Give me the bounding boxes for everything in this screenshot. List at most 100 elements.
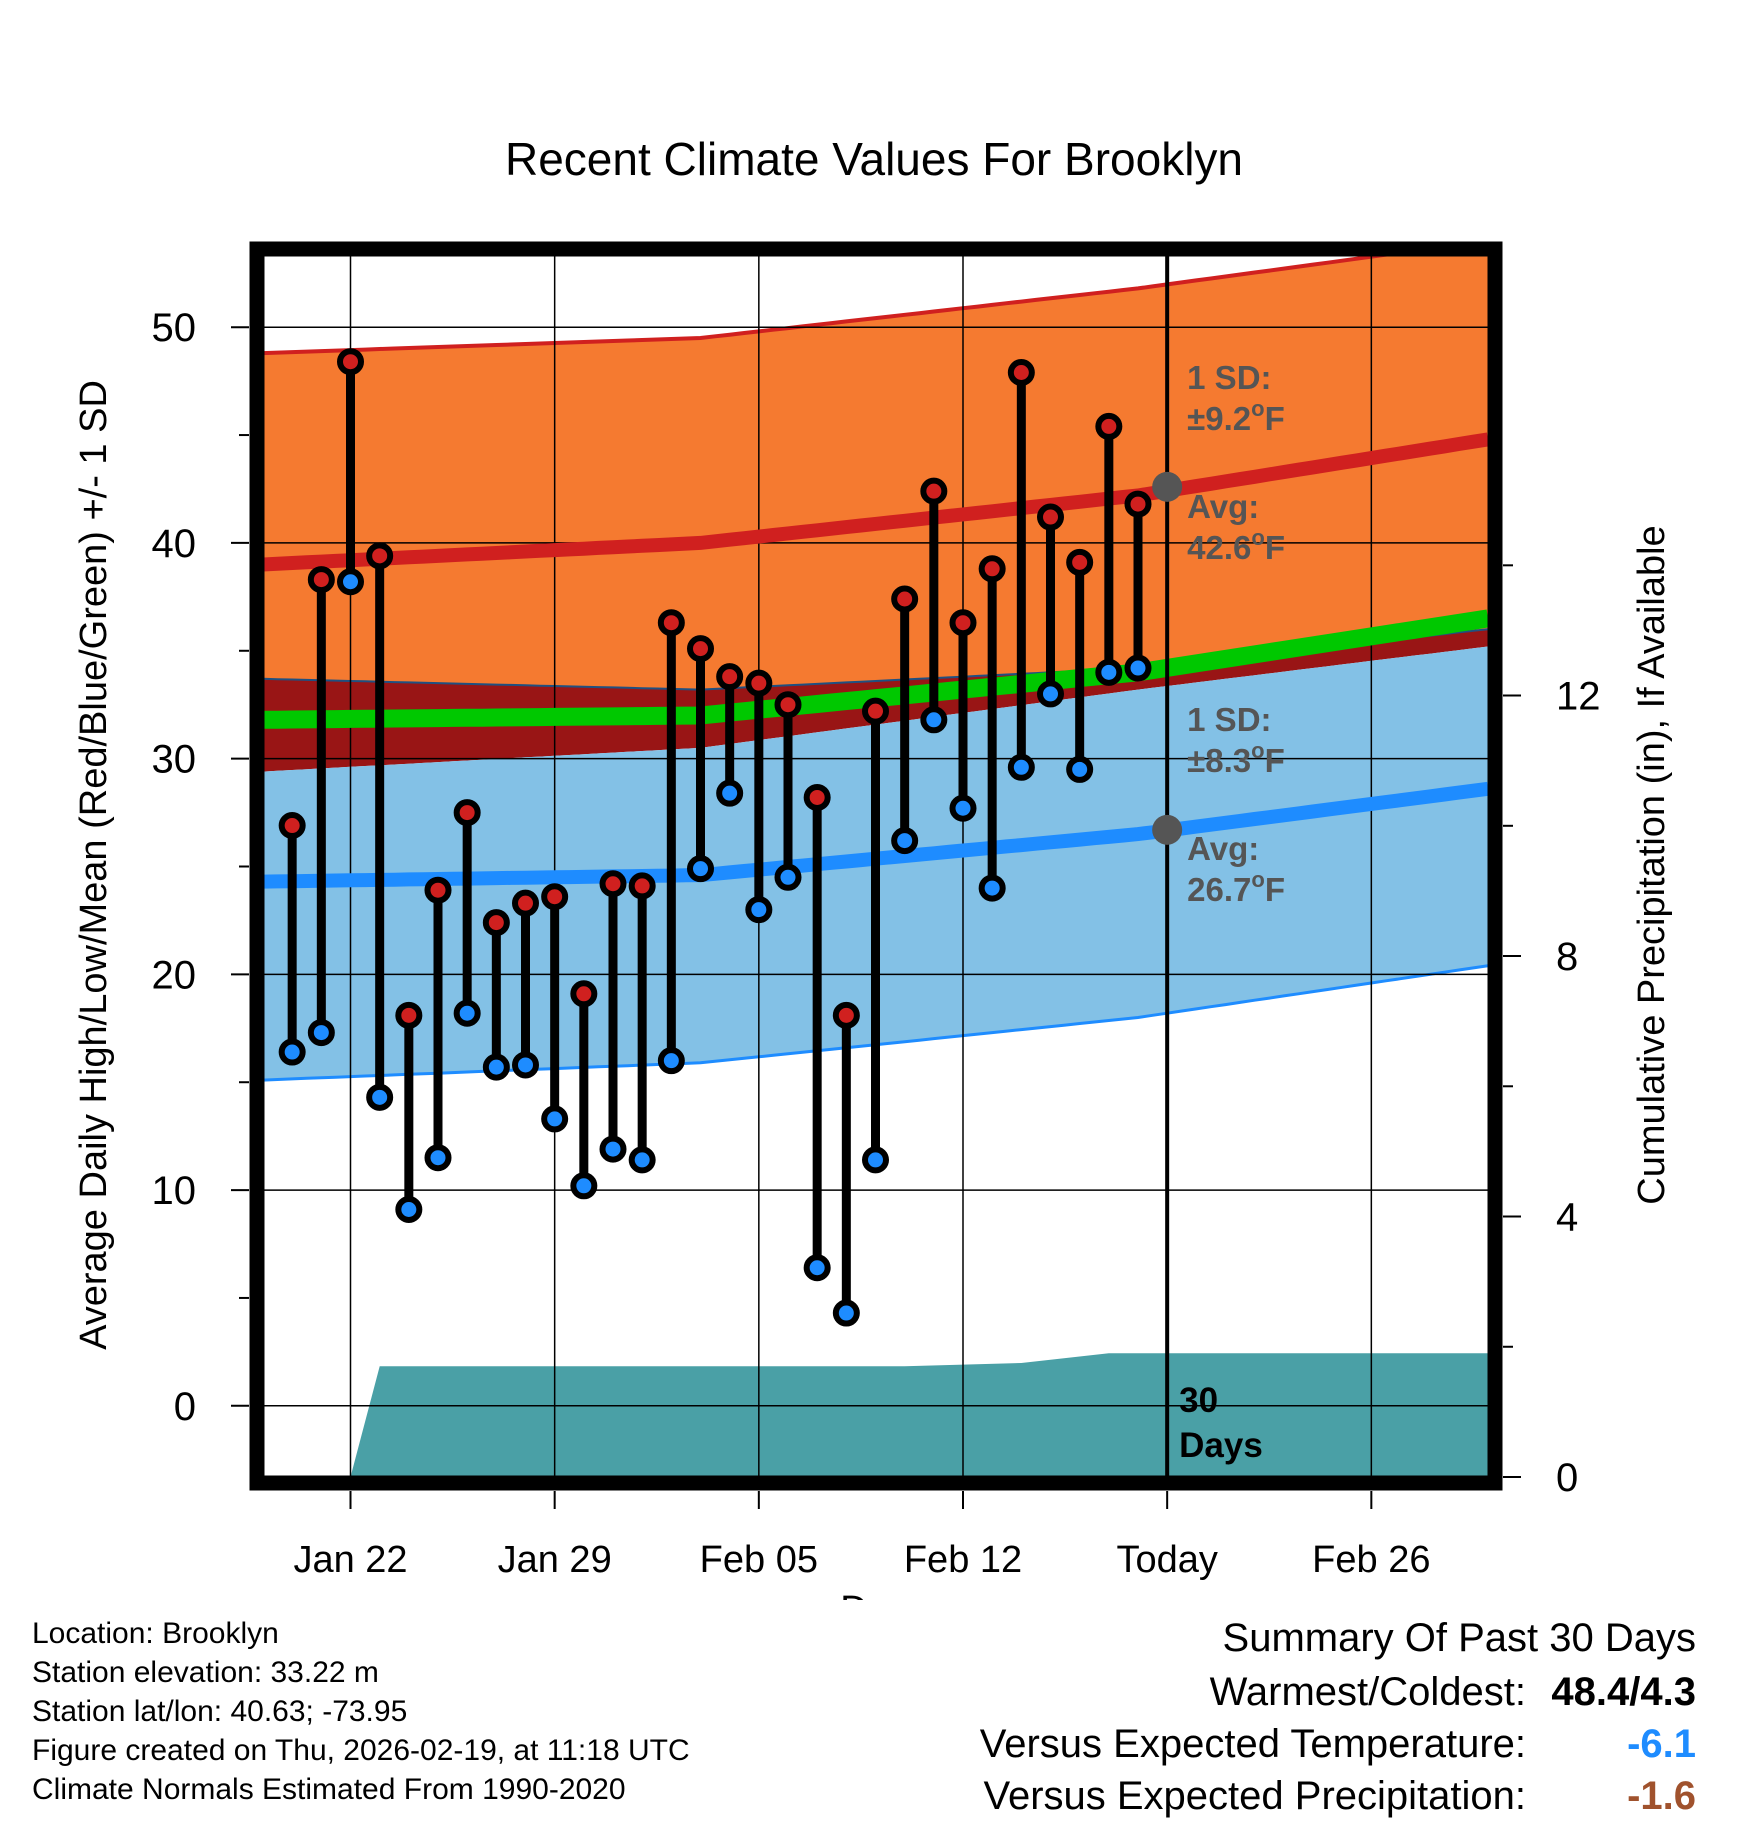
plot-frame	[249, 241, 1503, 1491]
daily-high-marker	[424, 876, 452, 904]
y2-tick-label: 0	[1556, 1456, 1578, 1500]
daily-low-marker	[687, 855, 714, 883]
high-sd-label: 1 SD:	[1187, 359, 1271, 396]
x-tick-label: Feb 05	[700, 1539, 818, 1581]
warm-cold-value: 48.4/4.3	[1551, 1670, 1696, 1714]
daily-high-marker	[541, 883, 569, 911]
daily-low-marker	[1066, 755, 1094, 783]
daily-low-marker	[891, 827, 919, 855]
daily-high-marker	[803, 783, 831, 811]
daily-low-marker	[1037, 680, 1064, 708]
daily-low-marker	[599, 1135, 627, 1163]
summary-title: Summary Of Past 30 Days	[1222, 1616, 1696, 1660]
y2-tick-label: 8	[1556, 935, 1578, 979]
daily-low-marker	[1124, 654, 1152, 682]
y-tick-label: 10	[152, 1169, 197, 1213]
high-sd-value: ±9.2oF	[1187, 396, 1285, 437]
chart-title: Recent Climate Values For Brooklyn	[505, 133, 1243, 185]
y-axis-label: Average Daily High/Low/Mean (Red/Blue/Gr…	[73, 380, 115, 1350]
daily-high-marker	[1095, 412, 1123, 440]
daily-high-marker	[395, 1001, 423, 1029]
daily-high-marker	[978, 555, 1006, 583]
precip-label: Versus Expected Precipitation:	[983, 1774, 1526, 1818]
daily-high-marker	[1124, 490, 1152, 518]
y2-tick-label: 12	[1556, 675, 1601, 719]
y-axis-left: 0 10 20 30 40 50	[152, 306, 249, 1429]
daily-high-marker	[745, 669, 773, 697]
climate-normals-note: Climate Normals Estimated From 1990-2020	[32, 1773, 626, 1806]
daily-low-marker	[337, 568, 364, 596]
daily-high-marker	[628, 872, 656, 900]
y-axis-right: 0 4 8 12	[1503, 564, 1601, 1500]
daily-high-marker	[862, 697, 889, 725]
daily-low-marker	[949, 794, 977, 822]
x-axis: Jan 22 Jan 29 Feb 05 Feb 12 Today Feb 26	[293, 1491, 1430, 1581]
y-tick-label: 50	[152, 306, 197, 350]
daily-low-marker	[278, 1038, 306, 1066]
daily-low-marker	[862, 1146, 889, 1174]
temp-value: -6.1	[1627, 1722, 1696, 1766]
daily-low-marker	[1095, 658, 1123, 686]
daily-low-marker	[366, 1083, 394, 1111]
low-sd-value: ±8.3oF	[1187, 738, 1285, 779]
daily-markers	[278, 348, 1152, 1327]
daily-low-marker	[832, 1299, 860, 1327]
y-tick-label: 0	[174, 1385, 196, 1429]
daily-high-marker	[1007, 358, 1035, 386]
figure-created: Figure created on Thu, 2026-02-19, at 11…	[32, 1734, 690, 1767]
daily-high-marker	[366, 542, 394, 570]
x-tick-label: Feb 26	[1312, 1539, 1430, 1581]
daily-low-marker	[745, 896, 773, 924]
daily-low-marker	[424, 1144, 452, 1172]
low-sd-label: 1 SD:	[1187, 701, 1271, 738]
precipitation-area	[350, 1353, 1488, 1477]
climate-chart: Recent Climate Values For Brooklyn 1 SD:…	[73, 133, 1673, 1600]
y2-axis-label: Cumulative Precipitation (in), If Availa…	[1631, 525, 1673, 1204]
daily-range-stems	[287, 361, 1143, 1314]
summary-warm-cold: Warmest/Coldest: 48.4/4.3	[1210, 1670, 1696, 1715]
period-label-days: Days	[1179, 1426, 1263, 1465]
daily-low-marker	[541, 1105, 569, 1133]
daily-high-marker	[1066, 548, 1094, 576]
precip-value: -1.6	[1627, 1774, 1696, 1818]
high-plus-sd-line	[263, 256, 1392, 356]
high-avg-label: Avg:	[1187, 488, 1259, 525]
daily-high-marker	[832, 1001, 860, 1029]
y-tick-label: 30	[152, 738, 197, 782]
daily-low-marker	[512, 1051, 539, 1079]
daily-low-marker	[657, 1047, 685, 1075]
daily-low-marker	[628, 1146, 656, 1174]
x-tick-label: Today	[1116, 1539, 1217, 1581]
daily-high-marker	[716, 663, 744, 691]
y-tick-label: 40	[152, 522, 197, 566]
daily-low-marker	[978, 874, 1006, 902]
daily-low-marker	[716, 779, 744, 807]
daily-high-marker	[307, 566, 335, 594]
precip-area	[350, 1353, 1488, 1477]
high-avg-value: 42.6oF	[1187, 525, 1285, 566]
daily-high-marker	[949, 609, 977, 637]
warm-cold-label: Warmest/Coldest:	[1209, 1670, 1526, 1714]
daily-high-marker	[920, 477, 948, 505]
station-location: Location: Brooklyn	[32, 1617, 279, 1650]
low-avg-dot	[1152, 814, 1183, 845]
station-elevation: Station elevation: 33.22 m	[32, 1656, 379, 1689]
x-axis-label: Day	[840, 1589, 908, 1600]
daily-high-marker	[774, 691, 802, 719]
x-tick-label: Jan 29	[498, 1539, 612, 1581]
daily-high-marker	[512, 889, 539, 917]
x-tick-label: Jan 22	[293, 1539, 407, 1581]
x-tick-label: Feb 12	[904, 1539, 1022, 1581]
period-label-count: 30	[1179, 1381, 1218, 1420]
high-sd-band	[263, 256, 1488, 690]
daily-high-marker	[453, 799, 481, 827]
summary-temperature: Versus Expected Temperature: -6.1	[980, 1722, 1696, 1767]
daily-low-marker	[570, 1172, 598, 1200]
daily-high-marker	[657, 609, 685, 637]
low-avg-value: 26.7oF	[1187, 867, 1285, 908]
station-latlon: Station lat/lon: 40.63; -73.95	[32, 1695, 408, 1728]
station-info: Location: Brooklyn Station elevation: 33…	[32, 1614, 690, 1809]
daily-high-marker	[1037, 503, 1064, 531]
normal-high-line	[263, 432, 1488, 572]
